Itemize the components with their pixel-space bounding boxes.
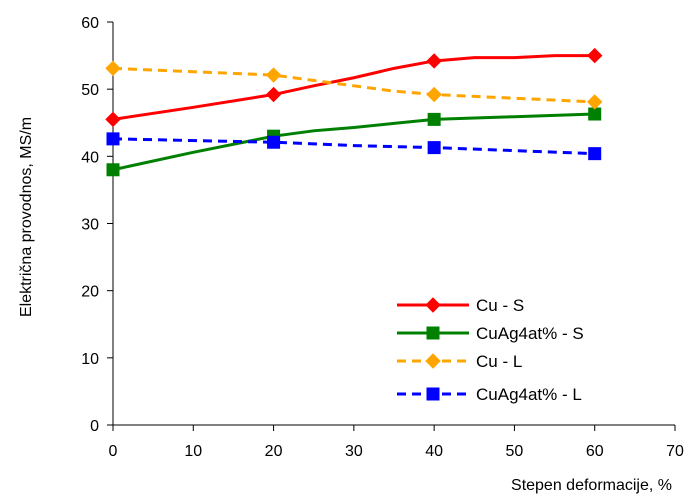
legend-swatch-marker <box>426 387 440 401</box>
y-tick-label: 10 <box>81 351 99 368</box>
data-point <box>427 112 441 126</box>
x-tick-label: 10 <box>184 443 202 460</box>
data-point <box>106 163 120 177</box>
legend-item: Cu - L <box>397 352 522 371</box>
series-2 <box>105 60 603 110</box>
data-point <box>267 135 281 149</box>
y-tick-label: 50 <box>81 82 99 99</box>
data-point <box>588 147 602 161</box>
x-tick-label: 0 <box>109 443 118 460</box>
series-layer <box>105 47 603 177</box>
x-tick-label: 50 <box>506 443 524 460</box>
data-point <box>426 86 442 103</box>
series-3 <box>106 132 602 161</box>
legend-swatch-marker <box>425 297 441 313</box>
legend-swatch-marker <box>425 353 441 369</box>
x-tick-label: 40 <box>425 443 443 460</box>
plot-area: 0 10 20 30 40 50 60 70 0 10 20 30 40 50 60 <box>81 15 684 460</box>
data-point <box>587 47 603 64</box>
y-tick-label: 30 <box>81 217 99 234</box>
y-axis-title: Električna provodnos, MS/m <box>18 117 35 317</box>
series-line <box>112 54 595 121</box>
x-tick-label: 30 <box>345 443 363 460</box>
x-tick-label: 70 <box>666 443 684 460</box>
x-tick-label: 20 <box>265 443 283 460</box>
data-point <box>105 60 121 77</box>
y-tick-label: 60 <box>81 15 99 32</box>
y-tick-label: 20 <box>81 284 99 301</box>
legend-item: Cu - S <box>397 296 524 315</box>
data-point <box>588 107 602 121</box>
x-tick-label: 60 <box>586 443 604 460</box>
data-point <box>265 67 282 83</box>
data-point <box>427 141 441 155</box>
legend-label: Cu - L <box>476 352 522 371</box>
series-0 <box>105 47 603 128</box>
series-line <box>112 66 595 104</box>
legend-swatch-marker <box>426 326 440 340</box>
legend: Cu - S CuAg4at% - S Cu - L CuAg4at% - L <box>397 296 584 404</box>
legend-label: CuAg4at% - L <box>476 385 582 404</box>
y-tick-label: 0 <box>90 418 99 435</box>
data-point <box>106 132 120 146</box>
legend-item: CuAg4at% - L <box>397 385 582 404</box>
data-point <box>587 94 603 110</box>
y-ticks: 0 10 20 30 40 50 60 <box>81 15 113 435</box>
data-point <box>426 53 442 69</box>
data-point <box>265 86 282 103</box>
x-axis-title: Stepen deformacije, % <box>511 477 672 494</box>
series-1 <box>106 107 602 177</box>
data-point <box>105 111 121 128</box>
legend-label: CuAg4at% - S <box>476 324 584 343</box>
series-line <box>112 137 595 156</box>
y-tick-label: 40 <box>81 149 99 166</box>
legend-item: CuAg4at% - S <box>397 324 584 343</box>
x-ticks: 0 10 20 30 40 50 60 70 <box>109 425 684 460</box>
series-line <box>112 112 595 172</box>
legend-label: Cu - S <box>476 296 524 315</box>
